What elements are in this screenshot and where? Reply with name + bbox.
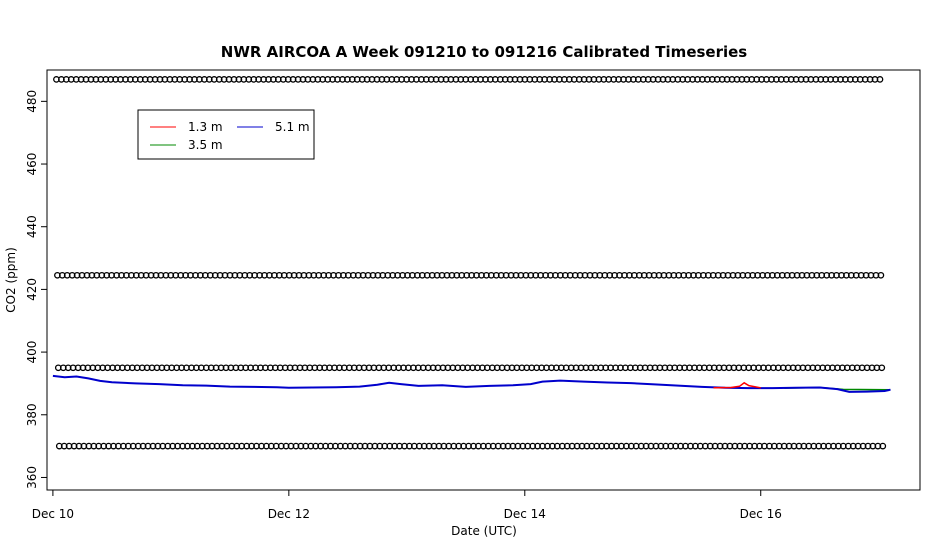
- x-tick-label: Dec 16: [740, 507, 782, 521]
- y-tick-label: 420: [25, 278, 39, 301]
- legend-box: [137, 109, 315, 160]
- legend: 1.3 m 5.1 m 3.5 m: [137, 109, 315, 160]
- plot-frame: [46, 69, 921, 491]
- y-tick-label: 400: [25, 341, 39, 364]
- series-line: [52, 374, 891, 393]
- legend-label: 5.1 m: [275, 120, 310, 134]
- chart-title: NWR AIRCOA A Week 091210 to 091216 Calib…: [221, 43, 748, 61]
- y-tick-label: 380: [25, 403, 39, 426]
- x-tick-label: Dec 14: [504, 507, 546, 521]
- calibration-point: [879, 442, 887, 450]
- y-axis: 360 380 400 420 440 460 480: [25, 90, 47, 489]
- series-lines: [52, 374, 891, 393]
- series-line: [713, 381, 761, 389]
- y-tick-label: 480: [25, 90, 39, 113]
- x-axis: Dec 10 Dec 12 Dec 14 Dec 16: [32, 490, 782, 521]
- calibration-points: [53, 76, 887, 450]
- calibration-point: [878, 364, 886, 372]
- calibration-point: [877, 271, 885, 279]
- y-tick-label: 360: [25, 466, 39, 489]
- x-tick-label: Dec 12: [268, 507, 310, 521]
- legend-label: 1.3 m: [188, 120, 223, 134]
- legend-label: 3.5 m: [188, 138, 223, 152]
- calibration-point: [876, 76, 884, 83]
- y-tick-label: 460: [25, 153, 39, 176]
- x-axis-label: Date (UTC): [451, 524, 517, 538]
- y-tick-label: 440: [25, 215, 39, 238]
- y-axis-label: CO2 (ppm): [4, 247, 18, 313]
- x-tick-label: Dec 10: [32, 507, 74, 521]
